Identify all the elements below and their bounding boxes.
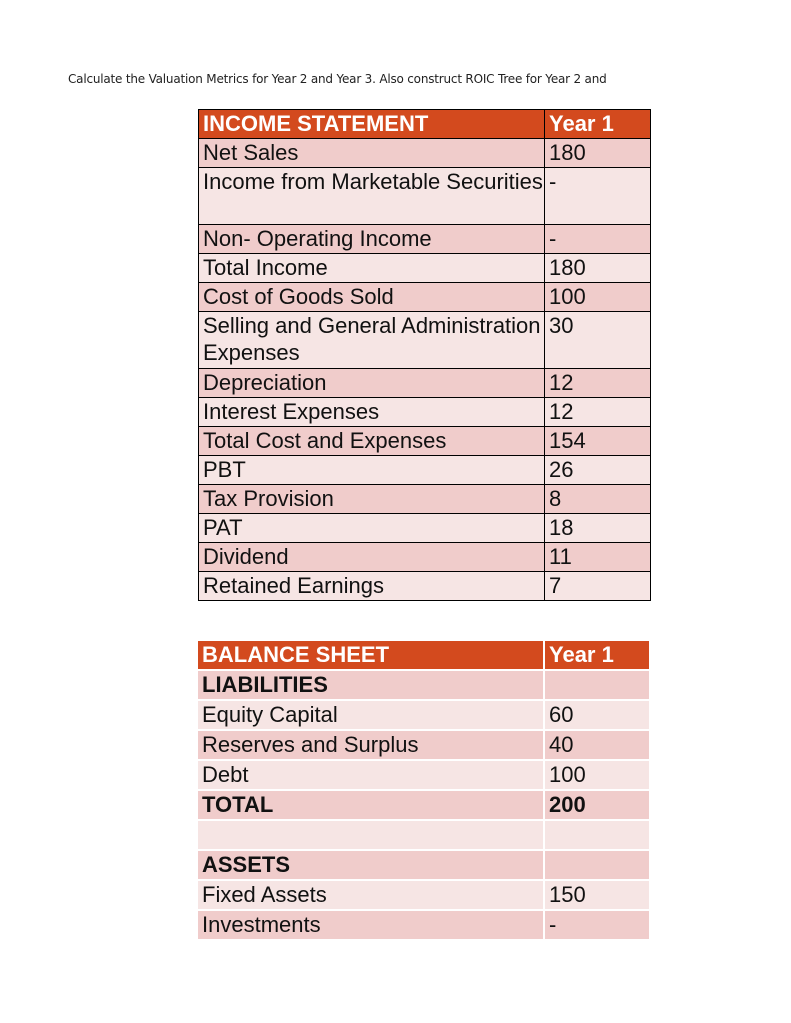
row-value: 180 <box>544 138 651 168</box>
table-row: ASSETS <box>198 850 651 881</box>
table-row: Dividend 11 <box>198 542 651 572</box>
row-value: - <box>544 224 651 254</box>
section-label-liabilities: LIABILITIES <box>198 670 545 701</box>
row-label: Tax Provision <box>198 484 545 514</box>
table-row: Selling and General Administration Expen… <box>198 311 651 369</box>
row-value: 100 <box>544 760 651 791</box>
row-label: Dividend <box>198 542 545 572</box>
row-label: Reserves and Surplus <box>198 730 545 761</box>
row-label: Income from Marketable Securities <box>198 167 545 225</box>
row-value: 12 <box>544 368 651 398</box>
table-row: Depreciation 12 <box>198 368 651 398</box>
table-row: Income from Marketable Securities - <box>198 167 651 225</box>
table-row: Total Cost and Expenses 154 <box>198 426 651 456</box>
row-label: Cost of Goods Sold <box>198 282 545 312</box>
table-row: Retained Earnings 7 <box>198 571 651 601</box>
row-label: Debt <box>198 760 545 791</box>
row-label: Fixed Assets <box>198 880 545 911</box>
table-row: Net Sales 180 <box>198 138 651 168</box>
row-label: PBT <box>198 455 545 485</box>
income-year-header: Year 1 <box>544 109 651 139</box>
row-value <box>544 670 651 701</box>
row-label: Total Income <box>198 253 545 283</box>
instruction-text: Calculate the Valuation Metrics for Year… <box>68 72 607 86</box>
balance-sheet-table: BALANCE SHEET Year 1 LIABILITIES Equity … <box>198 641 651 941</box>
row-label: Non- Operating Income <box>198 224 545 254</box>
table-row: Reserves and Surplus 40 <box>198 730 651 761</box>
row-label: Equity Capital <box>198 700 545 731</box>
table-row: PAT 18 <box>198 513 651 543</box>
balance-year-header: Year 1 <box>544 641 651 671</box>
row-value <box>544 820 651 851</box>
row-value: - <box>544 910 651 941</box>
row-label: Depreciation <box>198 368 545 398</box>
section-label-assets: ASSETS <box>198 850 545 881</box>
row-label: Total Cost and Expenses <box>198 426 545 456</box>
table-row: Equity Capital 60 <box>198 700 651 731</box>
table-row: Tax Provision 8 <box>198 484 651 514</box>
table-row: Investments - <box>198 910 651 941</box>
row-label <box>198 820 545 851</box>
table-row: LIABILITIES <box>198 670 651 701</box>
row-value <box>544 850 651 881</box>
row-label: Investments <box>198 910 545 941</box>
row-label: Interest Expenses <box>198 397 545 427</box>
row-value: 30 <box>544 311 651 369</box>
row-value: 154 <box>544 426 651 456</box>
total-value: 200 <box>544 790 651 821</box>
balance-header-row: BALANCE SHEET Year 1 <box>198 641 651 671</box>
balance-sheet-header: BALANCE SHEET <box>198 641 545 671</box>
table-row <box>198 820 651 851</box>
income-statement-header: INCOME STATEMENT <box>198 109 545 139</box>
row-label: PAT <box>198 513 545 543</box>
table-row: PBT 26 <box>198 455 651 485</box>
row-value: 60 <box>544 700 651 731</box>
row-value: 100 <box>544 282 651 312</box>
row-label: Retained Earnings <box>198 571 545 601</box>
row-value: 7 <box>544 571 651 601</box>
row-label: Selling and General Administration Expen… <box>198 311 545 369</box>
row-value: 18 <box>544 513 651 543</box>
income-statement-table: INCOME STATEMENT Year 1 Net Sales 180 In… <box>198 109 651 601</box>
row-value: - <box>544 167 651 225</box>
row-value: 12 <box>544 397 651 427</box>
row-value: 8 <box>544 484 651 514</box>
table-row: Fixed Assets 150 <box>198 880 651 911</box>
row-value: 150 <box>544 880 651 911</box>
table-row: Total Income 180 <box>198 253 651 283</box>
income-header-row: INCOME STATEMENT Year 1 <box>198 109 651 139</box>
row-value: 11 <box>544 542 651 572</box>
table-row: TOTAL 200 <box>198 790 651 821</box>
table-row: Debt 100 <box>198 760 651 791</box>
row-label: Net Sales <box>198 138 545 168</box>
total-label: TOTAL <box>198 790 545 821</box>
table-row: Cost of Goods Sold 100 <box>198 282 651 312</box>
row-value: 26 <box>544 455 651 485</box>
row-value: 180 <box>544 253 651 283</box>
table-row: Interest Expenses 12 <box>198 397 651 427</box>
table-row: Non- Operating Income - <box>198 224 651 254</box>
row-value: 40 <box>544 730 651 761</box>
